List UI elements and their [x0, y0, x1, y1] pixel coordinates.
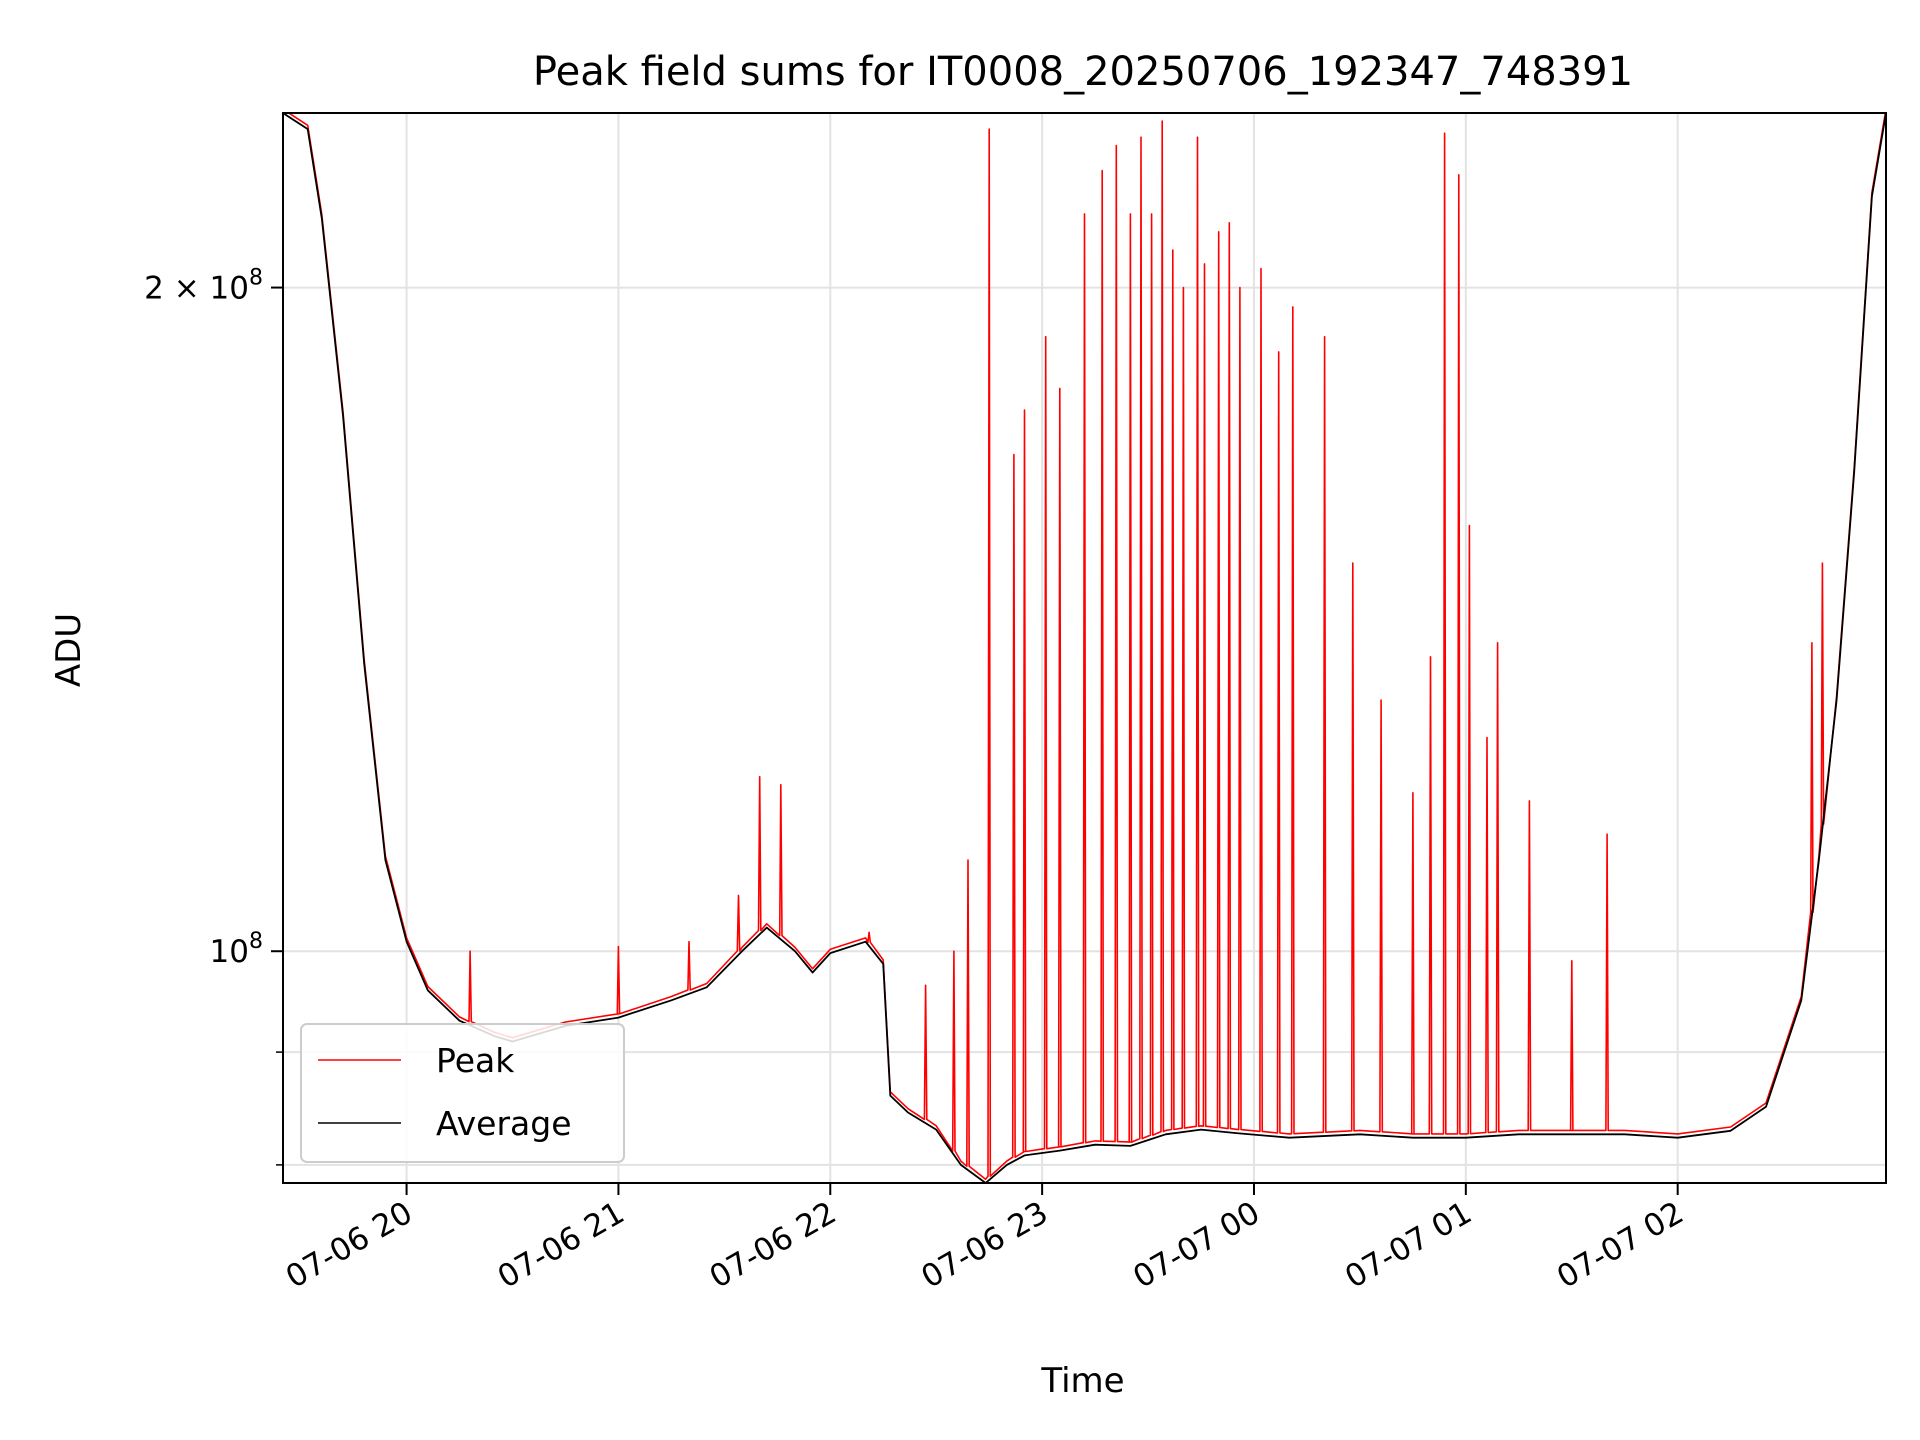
y-axis-label: ADU — [49, 613, 89, 687]
plot-frame — [282, 112, 1887, 1184]
x-tick-label: 07-06 22 — [704, 1195, 843, 1296]
series-peak-line — [287, 113, 1886, 1180]
x-tick-label: 07-06 20 — [280, 1195, 419, 1296]
legend: Peak Average — [300, 1023, 625, 1163]
x-tick-label: 07-06 23 — [915, 1195, 1054, 1296]
legend-average-label: Average — [436, 1104, 572, 1143]
x-tick-label: 07-07 00 — [1127, 1195, 1266, 1296]
x-tick-label: 07-07 01 — [1339, 1195, 1478, 1296]
y-tick-label: 2 × 108 — [144, 266, 263, 307]
legend-box — [300, 1023, 625, 1163]
chart-title: Peak field sums for IT0008_20250706_1923… — [533, 49, 1633, 95]
legend-peak-label: Peak — [436, 1041, 515, 1080]
x-axis-label: Time — [1040, 1361, 1124, 1401]
x-tick-label: 07-07 02 — [1551, 1195, 1690, 1296]
x-tick-label: 07-06 21 — [492, 1195, 631, 1296]
y-tick-label: 108 — [210, 929, 263, 970]
gridlines — [283, 113, 1886, 1183]
